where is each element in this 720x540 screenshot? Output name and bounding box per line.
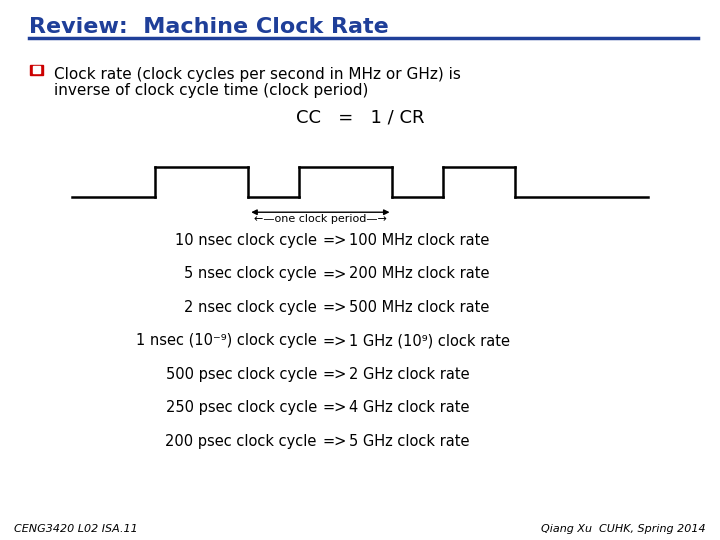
- Text: 500 psec clock cycle: 500 psec clock cycle: [166, 367, 317, 382]
- Text: 5 GHz clock rate: 5 GHz clock rate: [349, 434, 469, 449]
- Text: =>: =>: [323, 367, 347, 382]
- Text: 10 nsec clock cycle: 10 nsec clock cycle: [175, 233, 317, 248]
- Text: =>: =>: [323, 400, 347, 415]
- Text: =>: =>: [323, 434, 347, 449]
- Text: 500 MHz clock rate: 500 MHz clock rate: [349, 300, 490, 315]
- Text: =>: =>: [323, 333, 347, 348]
- Bar: [33, 66, 40, 73]
- Text: ←—one clock period—→: ←—one clock period—→: [254, 214, 387, 224]
- Text: Qiang Xu  CUHK, Spring 2014: Qiang Xu CUHK, Spring 2014: [541, 523, 706, 534]
- Text: CENG3420 L02 ISA.11: CENG3420 L02 ISA.11: [14, 523, 138, 534]
- Text: =>: =>: [323, 233, 347, 248]
- Text: 200 psec clock cycle: 200 psec clock cycle: [166, 434, 317, 449]
- Text: =>: =>: [323, 266, 347, 281]
- Text: =>: =>: [323, 300, 347, 315]
- Text: CC   =   1 / CR: CC = 1 / CR: [296, 108, 424, 126]
- Text: 200 MHz clock rate: 200 MHz clock rate: [349, 266, 490, 281]
- Text: 5 nsec clock cycle: 5 nsec clock cycle: [184, 266, 317, 281]
- Text: 250 psec clock cycle: 250 psec clock cycle: [166, 400, 317, 415]
- Text: Clock rate (clock cycles per second in MHz or GHz) is: Clock rate (clock cycles per second in M…: [54, 67, 461, 82]
- Text: inverse of clock cycle time (clock period): inverse of clock cycle time (clock perio…: [54, 83, 369, 98]
- Text: 100 MHz clock rate: 100 MHz clock rate: [349, 233, 490, 248]
- Text: 4 GHz clock rate: 4 GHz clock rate: [349, 400, 469, 415]
- Text: 1 nsec (10⁻⁹) clock cycle: 1 nsec (10⁻⁹) clock cycle: [136, 333, 317, 348]
- Text: 1 GHz (10⁹) clock rate: 1 GHz (10⁹) clock rate: [349, 333, 510, 348]
- Bar: [30, 65, 43, 75]
- Text: Review:  Machine Clock Rate: Review: Machine Clock Rate: [29, 17, 389, 37]
- Text: 2 GHz clock rate: 2 GHz clock rate: [349, 367, 470, 382]
- Text: 2 nsec clock cycle: 2 nsec clock cycle: [184, 300, 317, 315]
